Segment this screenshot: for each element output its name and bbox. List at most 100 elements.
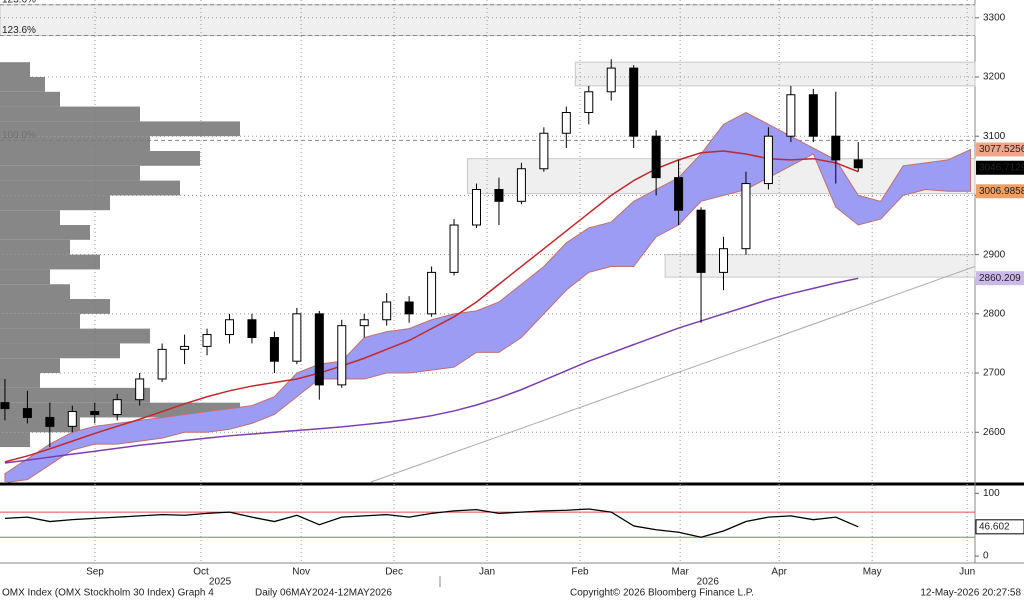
volume-profile-bar (0, 180, 180, 196)
candle-body (269, 337, 279, 362)
volume-profile-bar (0, 358, 60, 374)
volume-profile-bar (0, 328, 150, 344)
volume-profile-bar (0, 417, 80, 433)
x-tick-label: Mar (672, 567, 690, 578)
candle-body (651, 135, 661, 179)
candle-body (157, 348, 167, 380)
candle-body (135, 378, 145, 401)
x-tick-label: Dec (385, 567, 403, 578)
candle-body (45, 416, 55, 427)
candle-body (741, 183, 751, 250)
candle-body (696, 209, 706, 273)
volume-profile-bar (0, 387, 150, 403)
volume-profile-bar (0, 195, 110, 211)
volume-profile-bar (0, 254, 100, 270)
level-label: 123.6% (2, 25, 36, 36)
volume-profile-bar (0, 210, 60, 226)
candle-body (606, 67, 616, 93)
last-value-box (975, 519, 1024, 535)
series-line (4, 508, 859, 538)
volume-profile-bar (0, 150, 200, 166)
price-label: 3077.5256 (979, 144, 1024, 155)
trendline (370, 265, 976, 483)
candle-body (67, 411, 77, 427)
volume-profile-bar (0, 269, 50, 285)
y-tick-label: 100 (983, 488, 1000, 499)
price-label-box (976, 184, 1024, 199)
candle-body (314, 313, 324, 386)
year-label: 2025 (209, 577, 232, 588)
candle-body (90, 411, 100, 415)
footer-left: OMX Index (OMX Stockholm 30 Index) Graph… (2, 588, 214, 599)
candle-body (471, 188, 481, 226)
candle-body (629, 67, 639, 137)
volume-profile-bar (0, 165, 140, 181)
candle-body (202, 334, 212, 347)
x-tick-label: Apr (771, 567, 787, 578)
y-tick-label: 2600 (983, 427, 1006, 438)
candle-body (539, 132, 549, 170)
candle-body (763, 135, 773, 185)
candle-body (382, 301, 392, 321)
y-tick-label: 3200 (983, 72, 1006, 83)
candle-body (853, 159, 863, 169)
price-label: 3006.9858 (979, 186, 1024, 197)
candle-body (22, 408, 32, 418)
candle-body (719, 248, 729, 273)
zone (664, 254, 976, 278)
last-value-label: 46.602 (979, 521, 1010, 532)
level-label: 123.6% (2, 0, 36, 5)
y-tick-label: 3300 (983, 12, 1006, 23)
candle-body (584, 91, 594, 114)
x-tick-label: Jun (959, 567, 975, 578)
x-tick-label: Nov (292, 567, 310, 578)
cloud (4, 111, 972, 484)
zone (574, 61, 976, 87)
price-label-box (976, 160, 1024, 175)
candle-body (292, 313, 302, 362)
volume-profile-bar (0, 121, 240, 137)
y-tick-label: 2900 (983, 249, 1006, 260)
y-tick-label: 2800 (983, 308, 1006, 319)
y-tick-label: 3100 (983, 131, 1006, 142)
volume-profile-bar (0, 62, 30, 77)
price-label: 3046.7129 (979, 162, 1024, 173)
candle-body (359, 319, 369, 327)
candle-body (674, 177, 684, 211)
moving-average (4, 150, 859, 463)
price-label-box (976, 271, 1024, 286)
y-tick-label: 0 (983, 551, 989, 562)
candle-body (404, 301, 414, 315)
volume-profile-bar (0, 284, 70, 300)
candle-body (427, 271, 437, 315)
volume-profile-bar (0, 91, 60, 107)
volume-profile-bar (0, 225, 90, 240)
candle-body (180, 345, 190, 350)
candle-body (786, 94, 796, 137)
price-label-box (976, 142, 1024, 157)
footer-range: Daily 06MAY2024-12MAY2026 (255, 588, 392, 599)
candle-body (337, 325, 347, 386)
candle-body (808, 94, 818, 137)
x-tick-label: Sep (86, 567, 104, 578)
candle-body (516, 168, 526, 202)
candle-body (494, 188, 504, 202)
price-label: 2860.209 (979, 273, 1021, 284)
moving-average (4, 277, 859, 464)
volume-profile-bar (0, 299, 110, 314)
candle-body (0, 402, 10, 410)
volume-profile-bar (0, 106, 140, 122)
volume-profile-bar (0, 313, 80, 329)
x-tick-label: Jan (479, 567, 495, 578)
x-tick-label: Feb (571, 567, 589, 578)
volume-profile-bar (0, 239, 70, 255)
volume-profile-bar (0, 343, 120, 359)
volume-profile-bar (0, 373, 40, 388)
volume-profile-bar (0, 136, 150, 151)
footer-timestamp: 12-May-2026 20:27:58 (920, 588, 1021, 599)
volume-profile-bar (0, 76, 45, 92)
x-tick-label: Oct (193, 567, 209, 578)
candle-body (561, 112, 571, 134)
x-tick-label: May (863, 567, 882, 578)
